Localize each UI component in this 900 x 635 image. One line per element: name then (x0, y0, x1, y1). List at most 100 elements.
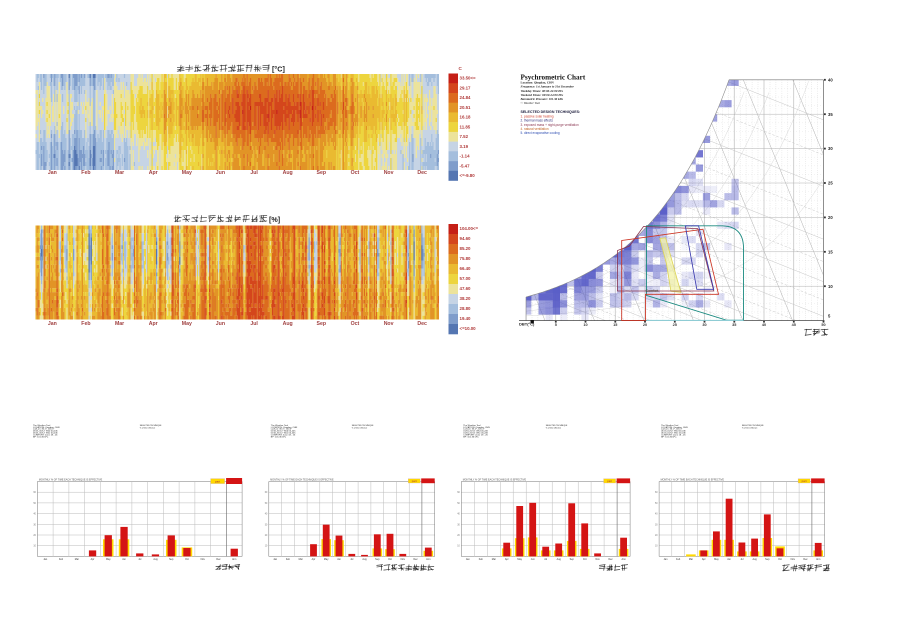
svg-text:The Weather Tool: The Weather Tool (661, 424, 679, 427)
svg-text:Feb: Feb (81, 170, 90, 176)
svg-text:30: 30 (457, 524, 460, 526)
svg-text:Ann: Ann (621, 558, 626, 561)
svg-text:Feb: Feb (81, 321, 90, 327)
svg-text:Jun: Jun (216, 321, 225, 327)
svg-text:35: 35 (732, 323, 736, 327)
svg-text:Nov: Nov (384, 170, 394, 176)
svg-text:Aug: Aug (557, 558, 562, 561)
svg-text:30: 30 (828, 146, 833, 151)
svg-text:Ann: Ann (232, 558, 237, 561)
svg-text:60: 60 (457, 492, 460, 494)
svg-text:Weekday Times: 00:00-24:00 Hrs: Weekday Times: 00:00-24:00 Hrs (521, 89, 564, 93)
svg-text:SELECTED TECHNIQUE: SELECTED TECHNIQUE (742, 425, 764, 427)
svg-text:COMFORT: Zone 18 - 26: COMFORT: Zone 18 - 26 (33, 434, 58, 436)
svg-text:The Weather Tool: The Weather Tool (463, 424, 481, 427)
svg-text:Jul: Jul (350, 558, 354, 561)
svg-text:Aug: Aug (283, 170, 293, 176)
svg-text:1. passive solar heating: 1. passive solar heating (521, 115, 554, 119)
svg-text:Feb: Feb (479, 558, 484, 561)
svg-text:20: 20 (457, 535, 460, 537)
svg-text:25: 25 (673, 323, 677, 327)
svg-text:Apr: Apr (149, 321, 158, 327)
svg-text:Dec: Dec (413, 558, 418, 561)
svg-text:Jun: Jun (122, 558, 127, 561)
svg-text:20: 20 (828, 215, 833, 220)
svg-text:% of time effective: % of time effective (352, 427, 367, 430)
svg-text:Frequency: 1st January to 31st: Frequency: 1st January to 31st December (521, 85, 575, 89)
svg-text:60: 60 (265, 492, 268, 494)
svg-text:Sep: Sep (375, 558, 380, 561)
svg-text:BP: 101.36 kPa: BP: 101.36 kPa (33, 436, 49, 438)
svg-text:Lat/Lon: 36.1°, 120.3°: Lat/Lon: 36.1°, 120.3° (271, 428, 292, 431)
svg-text:SELECTED TECHNIQUE: SELECTED TECHNIQUE (546, 425, 568, 427)
svg-text:Nov: Nov (791, 558, 796, 561)
svg-text:Ann: Ann (426, 558, 431, 561)
svg-text:40: 40 (33, 514, 36, 516)
svg-text:BP: 101.36 kPa: BP: 101.36 kPa (463, 436, 479, 438)
svg-text:01/01-31/12: Wkd 00-24h: 01/01-31/12: Wkd 00-24h (33, 431, 58, 433)
svg-text:Oct: Oct (185, 558, 189, 561)
svg-text:Mar: Mar (115, 321, 124, 327)
svg-text:Jun: Jun (531, 558, 536, 561)
svg-text:Feb: Feb (59, 558, 64, 561)
svg-text:Jun: Jun (727, 558, 732, 561)
svg-text:40: 40 (762, 323, 766, 327)
svg-text:C: C (459, 66, 463, 71)
svg-text:15: 15 (828, 249, 833, 254)
svg-text:20: 20 (33, 535, 36, 537)
svg-text:Aug: Aug (153, 558, 158, 561)
svg-text:[°C]: [°C] (272, 65, 285, 74)
svg-text:DBT(°C): DBT(°C) (519, 322, 535, 327)
svg-text:Feb: Feb (676, 558, 681, 561)
svg-text:May: May (182, 170, 192, 176)
svg-text:May: May (106, 558, 111, 561)
svg-text:<=-9.80: <=-9.80 (460, 173, 476, 178)
svg-text:40: 40 (265, 514, 268, 516)
svg-text:The Weather Tool: The Weather Tool (33, 424, 51, 427)
svg-text:10: 10 (828, 284, 833, 289)
svg-text:Mar: Mar (115, 170, 124, 176)
svg-text:20.51: 20.51 (460, 105, 472, 110)
svg-text:Sep: Sep (317, 321, 327, 327)
svg-text:60: 60 (33, 492, 36, 494)
svg-text:Nov: Nov (201, 558, 206, 561)
svg-text:Lat/Lon: 36.1°, 120.3°: Lat/Lon: 36.1°, 120.3° (463, 428, 484, 431)
svg-text:10: 10 (583, 323, 587, 327)
svg-text:Mar: Mar (299, 558, 303, 561)
svg-text:part: part (412, 479, 417, 483)
svg-text:part: part (607, 479, 612, 483)
svg-text:The Weather Tool: The Weather Tool (271, 424, 289, 427)
svg-text:-1.14: -1.14 (460, 154, 471, 159)
svg-text:104.00<=: 104.00<= (460, 226, 479, 231)
svg-text:Nov: Nov (595, 558, 600, 561)
svg-text:29.17: 29.17 (460, 85, 472, 90)
svg-text:Jan: Jan (664, 558, 669, 561)
svg-text:2. thermal mass effects: 2. thermal mass effects (521, 119, 554, 123)
svg-text:Psychrometric Chart: Psychrometric Chart (521, 74, 586, 82)
svg-text:Nov: Nov (401, 558, 406, 561)
svg-text:Apr: Apr (91, 558, 95, 561)
svg-text:01/01-31/12: Wke 00-24h: 01/01-31/12: Wke 00-24h (661, 433, 686, 435)
svg-text:Apr: Apr (149, 170, 158, 176)
svg-text:10: 10 (655, 546, 658, 548)
svg-text:Apr: Apr (702, 558, 706, 561)
svg-text:SELECTED TECHNIQUE: SELECTED TECHNIQUE (140, 425, 162, 427)
svg-text:16.18: 16.18 (460, 115, 472, 120)
svg-text:01/01-31/12: Wke 00-24h: 01/01-31/12: Wke 00-24h (33, 433, 58, 435)
svg-text:Jun: Jun (337, 558, 342, 561)
svg-text:50: 50 (457, 503, 460, 505)
svg-text:50: 50 (33, 503, 36, 505)
svg-text:33.50<=: 33.50<= (460, 76, 477, 81)
svg-text:01/01-31/12: Wkd 00-24h: 01/01-31/12: Wkd 00-24h (271, 431, 296, 433)
svg-text:15: 15 (613, 323, 617, 327)
svg-text:MONTHLY % OF TIME EACH TECHNIQ: MONTHLY % OF TIME EACH TECHNIQUE IS EFFE… (39, 479, 103, 482)
svg-text:Aug: Aug (283, 321, 293, 327)
svg-text:Oct: Oct (351, 321, 360, 327)
svg-text:Sep: Sep (570, 558, 575, 561)
svg-text:20: 20 (655, 535, 658, 537)
svg-text:19.40: 19.40 (460, 316, 472, 321)
svg-text:Mar: Mar (75, 558, 79, 561)
svg-text:Lat/Lon: 36.1°, 120.3°: Lat/Lon: 36.1°, 120.3° (661, 428, 682, 431)
svg-text:SELECTED TECHNIQUE: SELECTED TECHNIQUE (352, 425, 374, 427)
svg-text:-5.47: -5.47 (460, 163, 471, 168)
